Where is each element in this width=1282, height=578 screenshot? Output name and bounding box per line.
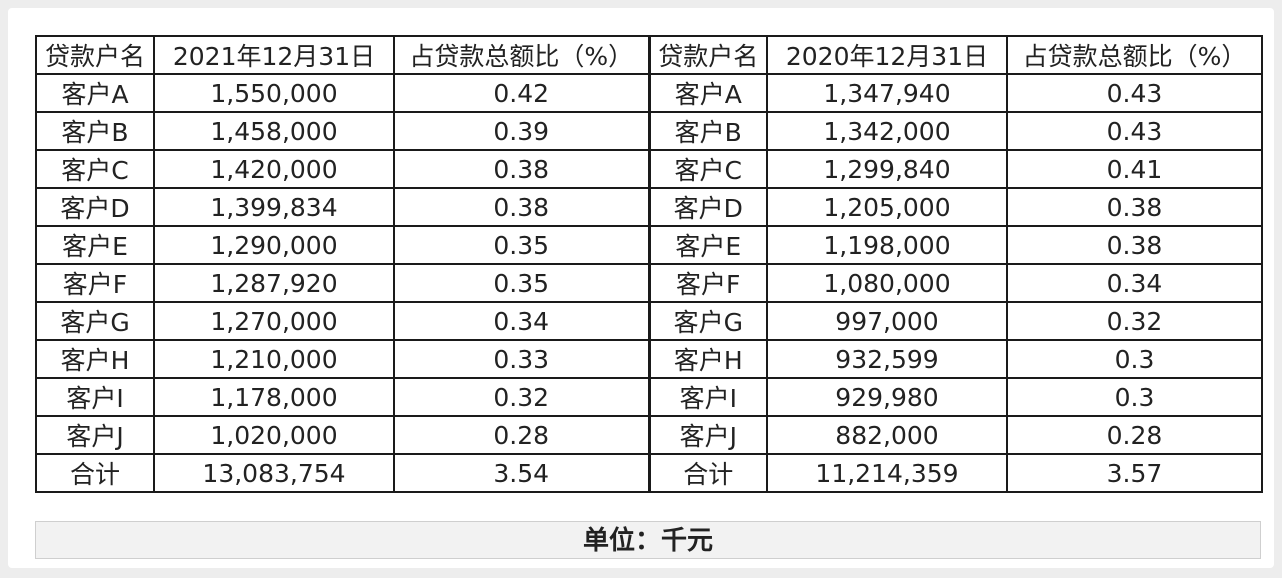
cell-borrower-2021: 客户I (35, 377, 155, 417)
cell-borrower-2020: 客户C (647, 149, 768, 189)
cell-ratio-2021: 0.39 (393, 111, 650, 151)
cell-borrower-2021: 客户J (35, 415, 155, 455)
header-borrower-2020: 贷款户名 (647, 35, 768, 75)
cell-balance-2020: 1,080,000 (766, 263, 1008, 303)
cell-ratio-2020: 0.38 (1006, 225, 1263, 265)
cell-balance-2021: 1,399,834 (153, 187, 395, 227)
cell-ratio-2021: 0.34 (393, 301, 650, 341)
loan-table: 贷款户名 2021年12月31日 占贷款总额比（%） 贷款户名 2020年12月… (35, 35, 1263, 493)
cell-balance-2020: 1,299,840 (766, 149, 1008, 189)
table-body: 客户A 1,550,000 0.42 客户A 1,347,940 0.43 客户B 1,458… (35, 73, 1263, 493)
table-row: 客户I 1,178,000 0.32 客户I 929,980 0.3 (35, 377, 1263, 417)
cell-ratio-2021: 0.32 (393, 377, 650, 417)
cell-borrower-2020: 客户G (647, 301, 768, 341)
cell-balance-2021: 1,290,000 (153, 225, 395, 265)
table-row: 客户D 1,399,834 0.38 客户D 1,205,000 0.38 (35, 187, 1263, 227)
cell-borrower-2020: 客户F (647, 263, 768, 303)
cell-balance-2021: 13,083,754 (153, 453, 395, 493)
cell-balance-2020: 1,342,000 (766, 111, 1008, 151)
cell-ratio-2020: 0.32 (1006, 301, 1263, 341)
cell-balance-2020: 882,000 (766, 415, 1008, 455)
cell-ratio-2020: 0.28 (1006, 415, 1263, 455)
cell-balance-2021: 1,550,000 (153, 73, 395, 113)
cell-ratio-2020: 0.3 (1006, 377, 1263, 417)
cell-ratio-2021: 0.38 (393, 149, 650, 189)
table-row: 客户B 1,458,000 0.39 客户B 1,342,000 0.43 (35, 111, 1263, 151)
header-ratio-2020: 占贷款总额比（%） (1006, 35, 1263, 75)
cell-borrower-2021: 客户D (35, 187, 155, 227)
cell-borrower-2021: 客户B (35, 111, 155, 151)
cell-ratio-2020: 0.41 (1006, 149, 1263, 189)
cell-balance-2021: 1,420,000 (153, 149, 395, 189)
cell-ratio-2020: 0.38 (1006, 187, 1263, 227)
cell-balance-2020: 929,980 (766, 377, 1008, 417)
cell-balance-2021: 1,020,000 (153, 415, 395, 455)
header-balance-2020: 2020年12月31日 (766, 35, 1008, 75)
cell-balance-2020: 1,347,940 (766, 73, 1008, 113)
cell-borrower-2021: 客户H (35, 339, 155, 379)
cell-borrower-2020: 客户B (647, 111, 768, 151)
cell-balance-2020: 1,198,000 (766, 225, 1008, 265)
table-row: 客户H 1,210,000 0.33 客户H 932,599 0.3 (35, 339, 1263, 379)
header-borrower-2021: 贷款户名 (35, 35, 155, 75)
cell-ratio-2021: 3.54 (393, 453, 650, 493)
header-ratio-2021: 占贷款总额比（%） (393, 35, 650, 75)
table-row: 客户G 1,270,000 0.34 客户G 997,000 0.32 (35, 301, 1263, 341)
cell-ratio-2021: 0.38 (393, 187, 650, 227)
total-row: 合计 13,083,754 3.54 合计 11,214,359 3.57 (35, 453, 1263, 493)
cell-borrower-2020: 合计 (647, 453, 768, 493)
cell-borrower-2021: 客户A (35, 73, 155, 113)
cell-borrower-2021: 客户G (35, 301, 155, 341)
cell-balance-2021: 1,287,920 (153, 263, 395, 303)
table-header-row: 贷款户名 2021年12月31日 占贷款总额比（%） 贷款户名 2020年12月… (35, 35, 1263, 75)
unit-note: 单位：千元 (35, 521, 1261, 559)
cell-borrower-2020: 客户A (647, 73, 768, 113)
header-balance-2021: 2021年12月31日 (153, 35, 395, 75)
cell-ratio-2021: 0.35 (393, 225, 650, 265)
cell-borrower-2020: 客户E (647, 225, 768, 265)
cell-ratio-2021: 0.33 (393, 339, 650, 379)
cell-borrower-2020: 客户H (647, 339, 768, 379)
cell-ratio-2020: 0.3 (1006, 339, 1263, 379)
document-sheet: 贷款户名 2021年12月31日 占贷款总额比（%） 贷款户名 2020年12月… (8, 8, 1274, 568)
cell-ratio-2020: 0.43 (1006, 73, 1263, 113)
cell-balance-2020: 11,214,359 (766, 453, 1008, 493)
cell-ratio-2020: 0.34 (1006, 263, 1263, 303)
table-row: 客户E 1,290,000 0.35 客户E 1,198,000 0.38 (35, 225, 1263, 265)
cell-borrower-2021: 客户C (35, 149, 155, 189)
cell-borrower-2020: 客户J (647, 415, 768, 455)
cell-ratio-2021: 0.35 (393, 263, 650, 303)
cell-ratio-2020: 3.57 (1006, 453, 1263, 493)
cell-borrower-2021: 合计 (35, 453, 155, 493)
table-row: 客户F 1,287,920 0.35 客户F 1,080,000 0.34 (35, 263, 1263, 303)
table-row: 客户J 1,020,000 0.28 客户J 882,000 0.28 (35, 415, 1263, 455)
cell-balance-2020: 997,000 (766, 301, 1008, 341)
cell-balance-2020: 1,205,000 (766, 187, 1008, 227)
cell-borrower-2020: 客户I (647, 377, 768, 417)
cell-balance-2020: 932,599 (766, 339, 1008, 379)
cell-ratio-2021: 0.42 (393, 73, 650, 113)
cell-ratio-2020: 0.43 (1006, 111, 1263, 151)
table-row: 客户C 1,420,000 0.38 客户C 1,299,840 0.41 (35, 149, 1263, 189)
cell-borrower-2021: 客户F (35, 263, 155, 303)
cell-balance-2021: 1,178,000 (153, 377, 395, 417)
table-row: 客户A 1,550,000 0.42 客户A 1,347,940 0.43 (35, 73, 1263, 113)
cell-ratio-2021: 0.28 (393, 415, 650, 455)
cell-borrower-2021: 客户E (35, 225, 155, 265)
cell-balance-2021: 1,210,000 (153, 339, 395, 379)
cell-balance-2021: 1,458,000 (153, 111, 395, 151)
cell-balance-2021: 1,270,000 (153, 301, 395, 341)
cell-borrower-2020: 客户D (647, 187, 768, 227)
